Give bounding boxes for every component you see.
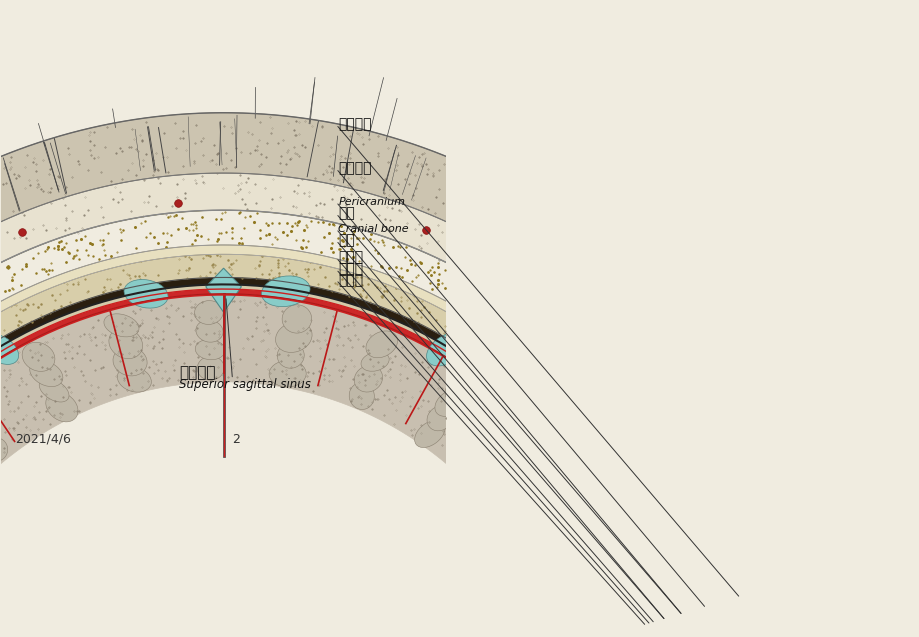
- Ellipse shape: [525, 536, 547, 562]
- Text: Pericranium: Pericranium: [338, 197, 404, 207]
- Text: Cranial bone: Cranial bone: [338, 224, 408, 234]
- Ellipse shape: [575, 469, 603, 502]
- Ellipse shape: [554, 512, 578, 547]
- Ellipse shape: [435, 390, 464, 417]
- Ellipse shape: [124, 280, 168, 308]
- Ellipse shape: [607, 587, 632, 618]
- Ellipse shape: [46, 392, 78, 422]
- Text: 2021/4/6: 2021/4/6: [15, 433, 71, 446]
- Polygon shape: [0, 278, 664, 637]
- Ellipse shape: [282, 304, 312, 333]
- Polygon shape: [0, 294, 661, 637]
- Text: 上矢状窦: 上矢状窦: [179, 365, 215, 380]
- Ellipse shape: [0, 334, 18, 364]
- Ellipse shape: [0, 438, 7, 461]
- Polygon shape: [0, 210, 727, 622]
- Ellipse shape: [515, 433, 539, 461]
- Ellipse shape: [113, 347, 147, 376]
- Ellipse shape: [486, 457, 516, 488]
- Ellipse shape: [502, 447, 527, 473]
- Ellipse shape: [538, 522, 564, 556]
- Text: 帽状辱膜: 帽状辱膜: [338, 161, 371, 175]
- Ellipse shape: [426, 333, 467, 366]
- Ellipse shape: [269, 361, 306, 387]
- Ellipse shape: [568, 502, 594, 537]
- Ellipse shape: [572, 598, 601, 632]
- Text: 软脑膜: 软脑膜: [338, 273, 363, 287]
- Ellipse shape: [194, 301, 223, 324]
- Ellipse shape: [29, 361, 62, 387]
- Ellipse shape: [557, 609, 583, 634]
- Ellipse shape: [40, 378, 69, 402]
- Text: 骨膜: 骨膜: [338, 206, 355, 220]
- Ellipse shape: [261, 276, 310, 306]
- Text: Superior sagittal sinus: Superior sagittal sinus: [179, 378, 311, 390]
- Ellipse shape: [426, 406, 452, 431]
- Text: 辛网膜: 辛网膜: [338, 262, 363, 276]
- Text: 硬脑膜: 硬脑膜: [338, 250, 363, 264]
- Ellipse shape: [360, 352, 389, 371]
- Text: 皮下组织: 皮下组织: [338, 117, 371, 131]
- Polygon shape: [0, 245, 695, 633]
- Ellipse shape: [593, 594, 614, 624]
- Text: 2: 2: [233, 433, 240, 446]
- Ellipse shape: [366, 331, 397, 358]
- Ellipse shape: [414, 420, 445, 448]
- Polygon shape: [0, 254, 686, 637]
- Polygon shape: [0, 284, 658, 637]
- Ellipse shape: [354, 366, 382, 392]
- Ellipse shape: [276, 322, 312, 352]
- Ellipse shape: [22, 342, 55, 371]
- Ellipse shape: [277, 343, 304, 368]
- Ellipse shape: [474, 470, 503, 501]
- Polygon shape: [0, 173, 762, 622]
- Polygon shape: [0, 289, 654, 637]
- Ellipse shape: [197, 356, 224, 380]
- Ellipse shape: [196, 320, 222, 342]
- Ellipse shape: [118, 367, 152, 392]
- Text: 颅骨: 颅骨: [338, 233, 355, 247]
- Ellipse shape: [349, 382, 374, 410]
- Polygon shape: [206, 268, 241, 312]
- Ellipse shape: [108, 328, 142, 359]
- Ellipse shape: [195, 340, 225, 360]
- Ellipse shape: [104, 314, 139, 337]
- Ellipse shape: [445, 373, 473, 402]
- Polygon shape: [0, 113, 818, 613]
